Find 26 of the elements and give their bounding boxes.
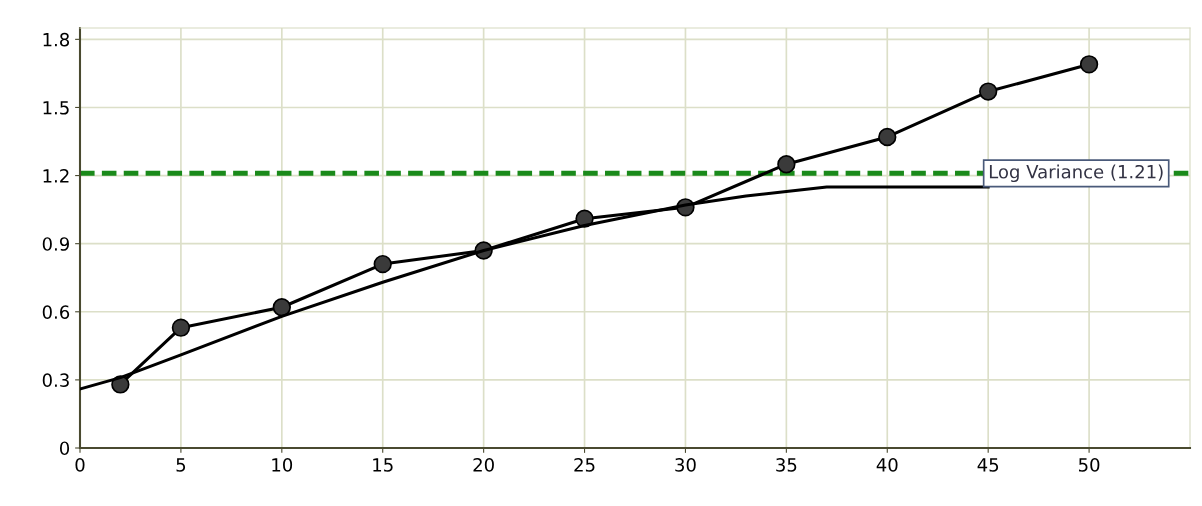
y-tick-label: 1.5	[43, 101, 69, 115]
point	[171, 318, 191, 337]
y-tick-label: 0.6	[42, 305, 70, 319]
x-tick-label: 45	[977, 458, 999, 472]
point	[373, 254, 392, 274]
y-tick-label: 0.9	[42, 237, 70, 251]
y-tick-label: 0	[59, 441, 70, 456]
point	[878, 127, 897, 147]
y-tick-label: 1.8	[43, 32, 70, 47]
point	[777, 155, 796, 174]
point	[272, 298, 291, 317]
ref-line-label: Log Variance (1.21)	[989, 164, 1163, 183]
point	[979, 82, 998, 101]
x-tick-label: 0	[75, 458, 85, 472]
x-tick-label: 5	[176, 458, 186, 472]
x-tick-label: 30	[675, 458, 696, 472]
x-tick-label: 50	[1079, 458, 1100, 472]
x-tick-label: 15	[373, 458, 393, 472]
x-tick-label: 10	[272, 458, 293, 472]
x-tick-label: 35	[776, 458, 797, 472]
y-tick-label: 1.2	[43, 169, 69, 183]
x-tick-label: 20	[473, 458, 494, 472]
y-tick-label: 0.3	[42, 373, 69, 388]
x-tick-label: 40	[876, 458, 898, 472]
point	[1079, 55, 1099, 74]
x-tick-label: 25	[574, 458, 595, 472]
